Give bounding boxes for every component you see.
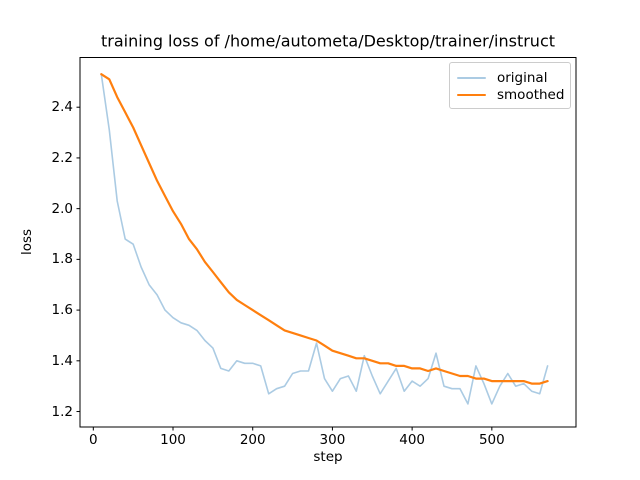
chart-title: training loss of /home/autometa/Desktop/… — [100, 31, 556, 51]
legend-item-smoothed: smoothed — [457, 86, 565, 103]
original-line-swatch — [457, 76, 486, 79]
x-axis-label: step — [313, 449, 343, 465]
y-tick-label: 1.8 — [51, 251, 73, 268]
legend-item-original: original — [457, 69, 562, 86]
y-axis-label: loss — [19, 228, 35, 256]
y-tick-label: 1.2 — [51, 403, 73, 420]
legend-label-original: original — [497, 69, 548, 86]
axes-frame — [79, 57, 577, 428]
y-tick-label: 2.4 — [51, 99, 73, 116]
legend: original smoothed — [449, 62, 571, 109]
y-tick-label: 1.4 — [51, 352, 73, 369]
x-tick-label: 100 — [160, 432, 186, 448]
legend-label-smoothed: smoothed — [497, 86, 565, 103]
original-series-line — [100, 73, 549, 405]
y-tick-label: 1.6 — [51, 302, 73, 319]
x-tick-label: 300 — [319, 432, 346, 448]
smoothed-line-swatch — [457, 93, 486, 96]
x-tick-label: 200 — [239, 432, 266, 448]
smoothed-series-line — [100, 73, 549, 385]
x-tick-label: 0 — [89, 432, 98, 448]
y-tick-label: 2.2 — [51, 149, 73, 166]
x-tick-label: 500 — [478, 432, 505, 448]
x-tick-label: 400 — [399, 432, 426, 448]
y-tick-label: 2.0 — [51, 200, 73, 217]
